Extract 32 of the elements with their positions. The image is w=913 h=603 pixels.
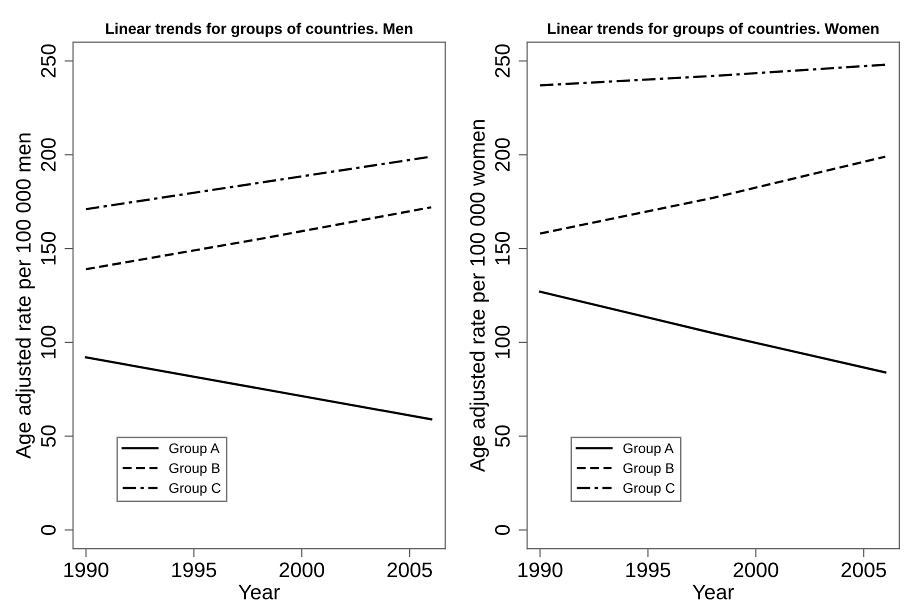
legend-label: Group B xyxy=(623,463,674,476)
legend-label: Group A xyxy=(623,443,674,456)
y-tick-label: 100 xyxy=(495,326,510,358)
x-axis-title: Year xyxy=(238,584,280,600)
chart-title: Linear trends for groups of countries. Men xyxy=(106,22,412,38)
y-tick-label: 0 xyxy=(495,524,510,535)
x-tick-label: 1990 xyxy=(64,562,108,578)
y-axis-title: Age adjusted rate per 100 000 men xyxy=(15,134,35,459)
y-tick-label: 150 xyxy=(40,232,56,264)
y-tick-label: 100 xyxy=(40,326,56,358)
legend-label: Group C xyxy=(169,483,221,496)
y-tick-label: 50 xyxy=(40,425,56,447)
x-tick-label: 1995 xyxy=(626,562,670,578)
y-tick-label: 150 xyxy=(495,232,510,264)
legend-label: Group C xyxy=(623,483,675,496)
y-tick-label: 50 xyxy=(495,425,510,447)
legend-label: Group A xyxy=(169,443,220,456)
x-tick-label: 2005 xyxy=(388,562,432,578)
y-tick-label: 250 xyxy=(40,44,56,78)
x-tick-label: 2000 xyxy=(280,562,324,578)
x-tick-label: 2000 xyxy=(734,562,778,578)
y-tick-label: 200 xyxy=(495,138,510,172)
y-tick-label: 0 xyxy=(40,524,56,535)
y-tick-label: 200 xyxy=(40,138,56,172)
y-tick-label: 250 xyxy=(495,44,510,78)
chart-title: Linear trends for groups of countries. Women xyxy=(548,22,879,38)
y-axis-title: Age adjusted rate per 100 000 women xyxy=(470,120,489,472)
x-axis-title: Year xyxy=(692,584,734,600)
legend-label: Group B xyxy=(169,463,220,476)
x-tick-label: 2005 xyxy=(842,562,886,578)
x-tick-label: 1995 xyxy=(172,562,216,578)
x-tick-label: 1990 xyxy=(518,562,562,578)
